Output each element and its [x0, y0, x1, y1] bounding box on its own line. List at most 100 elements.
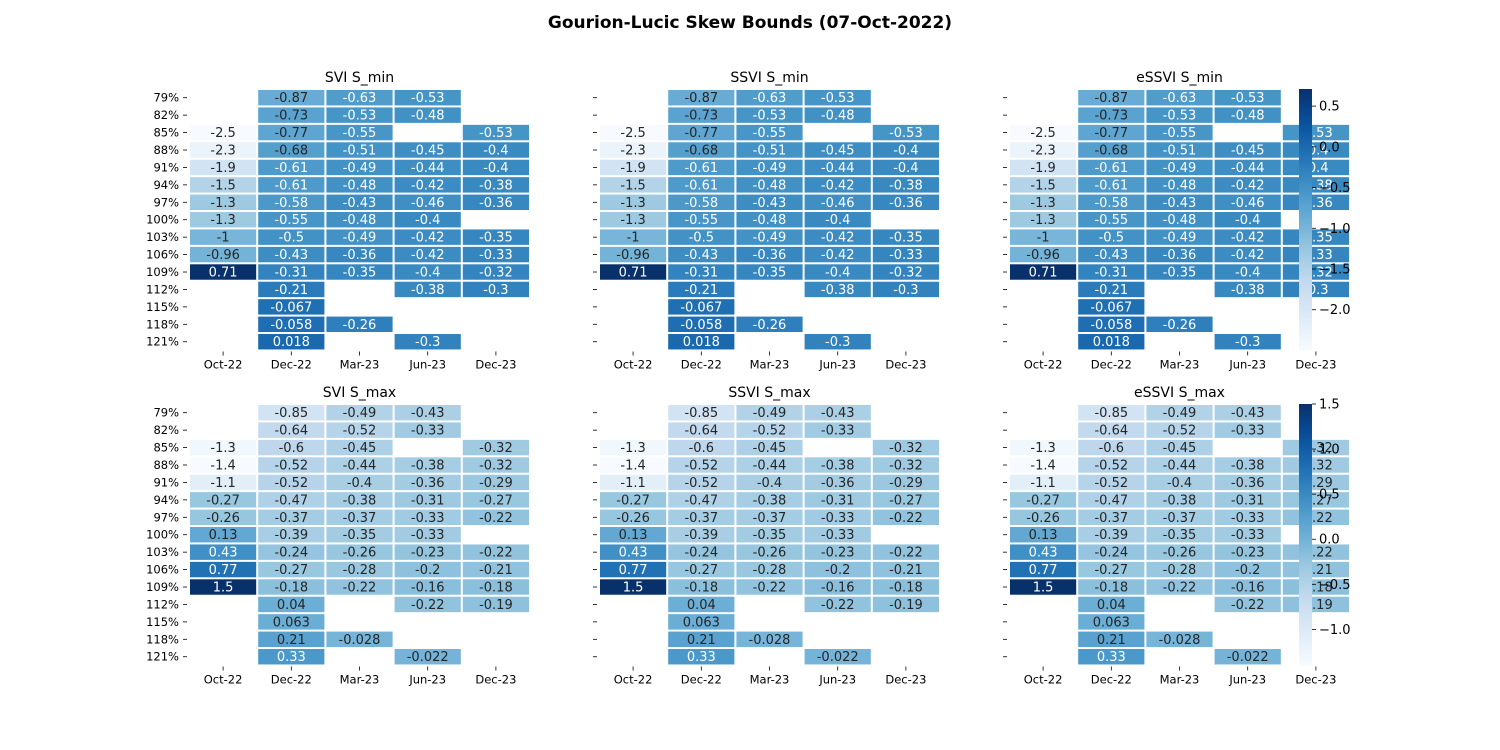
cell-value-label: -0.43: [1163, 196, 1197, 211]
heatmap-cell: [872, 579, 939, 595]
heatmap-cell: [804, 177, 871, 193]
heatmap-cell: [1146, 124, 1213, 141]
heatmap-cell: [1078, 527, 1145, 543]
heatmap-cell: [804, 246, 871, 263]
cell-value-label: -0.33: [479, 248, 513, 263]
cell-value-label: -0.18: [684, 581, 718, 596]
cell-value-label: -0.61: [684, 178, 718, 193]
cell-value-label: -0.35: [889, 231, 923, 246]
cell-value-label: -0.33: [1231, 424, 1265, 439]
cell-value-label: -0.16: [1231, 581, 1265, 596]
cell-value-label: -0.44: [1163, 459, 1197, 474]
cell-value-label: -0.42: [411, 248, 445, 263]
heatmap-cell: [326, 142, 393, 158]
colorbar-tick-label: −1.0: [1319, 623, 1351, 638]
heatmap-cell: [1214, 405, 1281, 421]
x-tick-label: Dec-23: [475, 357, 516, 371]
cell-value-label: -0.27: [274, 563, 308, 578]
cell-value-label: -0.38: [1231, 459, 1265, 474]
cell-value-label: -1.5: [210, 178, 235, 193]
heatmap-cell: [804, 159, 871, 176]
cell-value-label: -0.48: [411, 109, 445, 124]
cell-value-label: -0.067: [680, 300, 722, 315]
cell-value-label: -2.5: [210, 126, 235, 141]
heatmap-cell: [394, 649, 461, 665]
heatmap-cell: [1214, 264, 1281, 280]
y-tick-label: 112%: [146, 597, 179, 611]
cell-value-label: -0.61: [274, 178, 308, 193]
heatmap-cell: [1078, 107, 1145, 123]
y-tick-label: 82%: [153, 108, 179, 122]
panel-title: eSSVI S_min: [1136, 70, 1223, 86]
heatmap-panels: SVI S_min 79% 82% 85% 88% 91% 94% 97% 100% 103% 10…: [146, 70, 1349, 686]
heatmap-cell: [1078, 159, 1145, 176]
cell-value-label: -0.33: [821, 528, 855, 543]
cell-value-label: -0.43: [821, 406, 855, 421]
heatmap-cell: [668, 527, 735, 543]
heatmap-cell: [600, 457, 667, 473]
cell-value-label: -0.3: [1235, 335, 1260, 350]
cell-value-label: -0.55: [1094, 213, 1128, 228]
heatmap-cell: [258, 334, 325, 350]
heatmap-cell: [1078, 631, 1145, 648]
heatmap-cell: [258, 439, 325, 456]
heatmap-cell: [462, 246, 529, 263]
heatmap-cell: [190, 124, 257, 141]
cell-value-label: -0.61: [1094, 161, 1128, 176]
cell-value-label: -0.22: [411, 598, 445, 613]
heatmap-cell: [258, 299, 325, 315]
heatmap-cell: [1214, 142, 1281, 158]
cell-value-label: 0.71: [1029, 266, 1058, 281]
cell-value-label: -0.26: [206, 511, 240, 526]
cell-value-label: -0.26: [1163, 546, 1197, 561]
heatmap-cell: [736, 457, 803, 473]
heatmap-panel: eSSVI S_max Oct-22 Dec-22 Mar-23 Jun-23 Dec-2…: [1003, 385, 1349, 686]
heatmap-cell: [462, 439, 529, 456]
cell-value-label: 0.13: [619, 528, 648, 543]
heatmap-cell: [462, 492, 529, 508]
heatmap-cell: [258, 631, 325, 648]
y-tick-label: 109%: [146, 265, 179, 279]
cell-value-label: -0.73: [1094, 109, 1128, 124]
x-tick-label: Oct-22: [614, 357, 653, 371]
cell-value-label: 0.063: [683, 615, 720, 630]
heatmap-cell: [736, 631, 803, 648]
heatmap-cell: [326, 124, 393, 141]
heatmap-cell: [394, 142, 461, 158]
cell-value-label: -2.5: [1030, 126, 1055, 141]
heatmap-cell: [258, 596, 325, 613]
cell-value-label: 0.77: [1029, 563, 1058, 578]
cell-value-label: -1.3: [1030, 441, 1055, 456]
cell-value-label: -0.61: [1094, 178, 1128, 193]
cell-value-label: -0.21: [1094, 283, 1128, 298]
cell-value-label: -0.16: [821, 581, 855, 596]
x-tick-label: Dec-22: [681, 672, 722, 686]
heatmap-cell: [258, 124, 325, 141]
heatmap-cell: [804, 334, 871, 350]
heatmap-cell: [1146, 194, 1213, 211]
cell-value-label: -1.9: [210, 161, 235, 176]
cell-value-label: -0.22: [479, 511, 513, 526]
cell-value-label: -1.5: [620, 178, 645, 193]
x-tick-label: Jun-23: [1228, 357, 1266, 371]
cell-value-label: -1.5: [1030, 178, 1055, 193]
cell-value-label: -1.3: [620, 213, 645, 228]
heatmap-cell: [668, 457, 735, 473]
heatmap-cell: [1078, 492, 1145, 508]
heatmap-cell: [1146, 579, 1213, 595]
heatmap-cell: [1078, 142, 1145, 158]
cell-value-label: -0.27: [206, 493, 240, 508]
panel-title: SVI S_max: [323, 385, 396, 401]
x-tick-label: Dec-22: [1091, 357, 1132, 371]
x-tick-label: Dec-23: [885, 672, 926, 686]
heatmap-cell: [1146, 159, 1213, 176]
cell-value-label: -0.53: [821, 91, 855, 106]
cell-value-label: -0.43: [753, 196, 787, 211]
cell-value-label: -0.058: [1090, 318, 1132, 333]
y-tick-label: 115%: [146, 615, 179, 629]
cell-value-label: -0.35: [753, 266, 787, 281]
heatmap-cell: [326, 544, 393, 560]
cell-value-label: -0.53: [1231, 91, 1265, 106]
heatmap-cell: [326, 474, 393, 491]
heatmap-cell: [668, 422, 735, 438]
